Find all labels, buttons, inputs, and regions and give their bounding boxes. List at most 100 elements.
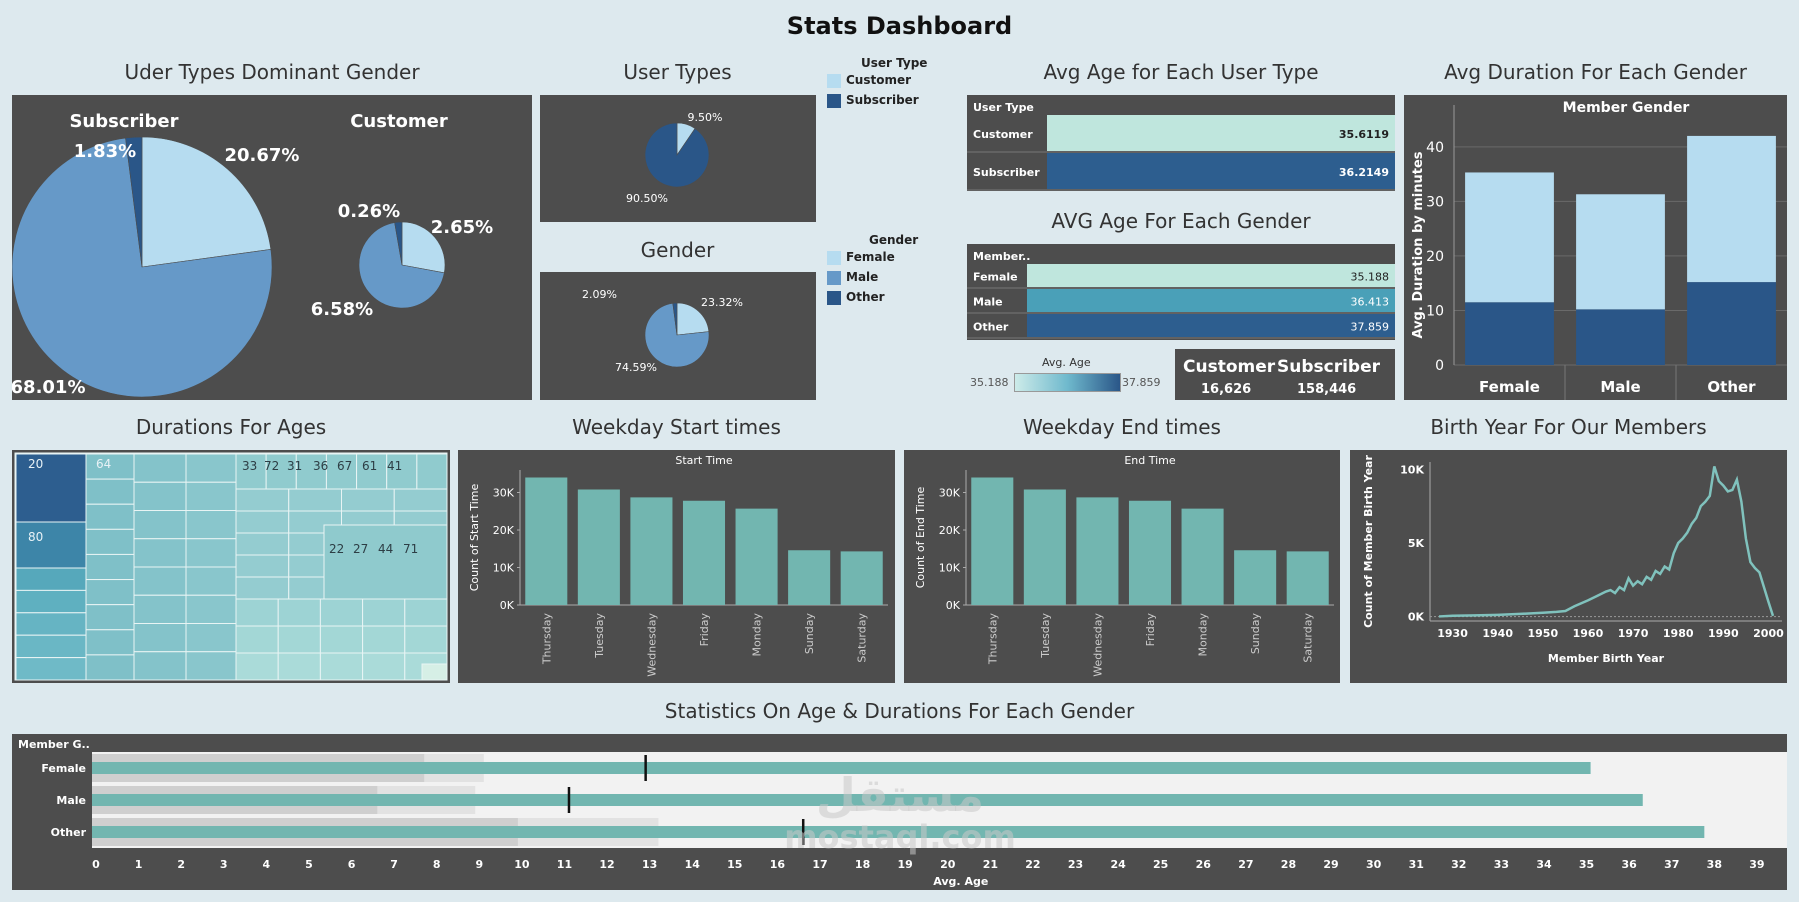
legend-female-label: Female — [846, 250, 895, 264]
duration-ytick-3: 30 — [1426, 194, 1444, 210]
stats-xtick-39: 39 — [1749, 858, 1764, 871]
avg-age-gender-value-2: 37.859 — [1351, 321, 1390, 334]
durations-ages-panel: 20 64 80 33 72 31 36 67 61 41 22 27 44 71 — [12, 450, 450, 683]
birth-xtick-1950: 1950 — [1528, 627, 1559, 640]
avg-age-user-type-category-1: Subscriber — [973, 166, 1040, 179]
treemap-label-64: 64 — [96, 457, 111, 471]
duration-chart-title: Member Gender — [1563, 100, 1690, 116]
customer-pie-slice-2 — [394, 221, 403, 266]
weekday-end-ytick-1: 10K — [939, 562, 961, 575]
avg-age-gender-category-0: Female — [973, 271, 1018, 284]
avg-age-gender-panel: Member.. Female 35.188 Male 36.413 Other 37.85… — [967, 244, 1395, 340]
stats-xtick-6: 6 — [348, 858, 356, 871]
treemap-col1-cell-2 — [15, 612, 87, 636]
stats-xtick-34: 34 — [1536, 858, 1552, 871]
avg-age-user-type-chart: User Type Customer 35.6119 Subscriber 36.214… — [967, 101, 1395, 191]
title-birth-year: Birth Year For Our Members — [1430, 415, 1707, 439]
birth-xtick-1980: 1980 — [1663, 627, 1694, 640]
stats-xtick-5: 5 — [305, 858, 313, 871]
weekday-end-xtick-friday: Friday — [1144, 613, 1157, 647]
subscriber-swatch — [827, 93, 841, 108]
duration-bar-subscriber-2 — [1687, 282, 1776, 365]
birth-xlabel: Member Birth Year — [1548, 652, 1665, 665]
treemap-label-41: 41 — [387, 459, 402, 473]
durations-ages-treemap: 20 64 80 33 72 31 36 67 61 41 22 27 44 71 — [14, 452, 448, 681]
stats-bar-male — [92, 794, 1643, 806]
weekday-start-xtick-sunday: Sunday — [803, 613, 816, 655]
stats-xtick-0: 0 — [92, 858, 100, 871]
treemap-col4-cell-4 — [185, 566, 237, 596]
stats-xtick-37: 37 — [1664, 858, 1679, 871]
weekday-end-ytick-2: 20K — [939, 524, 961, 537]
birth-ytick-2: 10K — [1400, 463, 1424, 476]
weekday-end-bar-monday — [1181, 508, 1224, 605]
customer-pie-slice-0 — [401, 221, 446, 274]
weekday-end-ytick-0: 0K — [946, 599, 961, 612]
title-durations-ages: Durations For Ages — [135, 415, 327, 439]
dominant-gender-panel: Subscriber Customer 20.67% 68.01% 1.83% 2.65%… — [11, 95, 532, 400]
treemap-mid-cell-0-3 — [393, 488, 448, 512]
birth-year-chart: 0K 5K 10K 1930 1940 1950 1960 1970 1980 1990 2000 M… — [1362, 455, 1784, 665]
weekday-start-xtick-friday: Friday — [698, 613, 711, 647]
gender-chart: 23.32% 74.59% 2.09% — [582, 288, 743, 374]
treemap-low-cell-2-0 — [235, 652, 279, 681]
avg-age-user-type-panel: User Type Customer 35.6119 Subscriber 36.214… — [967, 95, 1395, 191]
birth-year-line — [1438, 466, 1775, 618]
title-avg-age-user-type: Avg Age for Each User Type — [1043, 60, 1319, 84]
stats-xtick-22: 22 — [1025, 858, 1040, 871]
customer-pie-label-0: 2.65% — [431, 217, 493, 238]
treemap-mid-cell-0-2 — [341, 488, 395, 512]
treemap-col2-cell-5 — [85, 579, 135, 606]
treemap-label-36: 36 — [313, 459, 328, 473]
avg-age-legend-min: 35.188 — [970, 376, 1009, 389]
weekday-end-chart: End Time 0K 10K 20K 30K Count of End Time Thur… — [914, 454, 1334, 677]
weekday-end-xtick-thursday: Thursday — [986, 613, 999, 666]
stats-category-male: Male — [56, 794, 86, 807]
duration-ytick-4: 40 — [1426, 140, 1444, 156]
treemap-top-cell-6 — [416, 453, 448, 490]
gender-pie-label-1: 74.59% — [615, 361, 657, 374]
stats-xtick-7: 7 — [390, 858, 398, 871]
duration-bar-customer-2 — [1687, 135, 1776, 283]
stats-xtick-1: 1 — [135, 858, 143, 871]
treemap-label-80: 80 — [28, 530, 43, 544]
title-dominant-gender: Uder Types Dominant Gender — [124, 60, 420, 84]
user-types-pie-label-0: 9.50% — [688, 111, 723, 124]
avg-age-gender-value-1: 36.413 — [1351, 296, 1390, 309]
treemap-col3-cell-6 — [133, 623, 187, 653]
treemap-cell-80 — [15, 521, 87, 569]
weekday-start-bar-wednesday — [630, 497, 673, 605]
avg-age-legend-max: 37.859 — [1122, 376, 1161, 389]
subscriber-pie-label-2: 1.83% — [74, 141, 136, 162]
treemap-col4-cell-5 — [185, 594, 237, 624]
kpi-customer-value: 16,626 — [1201, 382, 1252, 397]
gender-pie-label-0: 23.32% — [701, 296, 743, 309]
stats-xlabel: Avg. Age — [933, 875, 988, 888]
user-types-pie-slice-1 — [644, 122, 710, 188]
stats-bar-other — [92, 826, 1705, 838]
subscriber-pie-title: Subscriber — [69, 111, 178, 132]
treemap-label-67: 67 — [337, 459, 352, 473]
stats-xtick-12: 12 — [599, 858, 614, 871]
customer-pie-label-1: 6.58% — [311, 299, 373, 320]
stats-xtick-38: 38 — [1707, 858, 1722, 871]
weekday-start-xtick-tuesday: Tuesday — [593, 613, 606, 659]
treemap-top-cell-0 — [235, 453, 267, 490]
treemap-col1-cell-0 — [15, 567, 87, 591]
weekday-end-bar-friday — [1128, 500, 1172, 605]
treemap-col2-cell-0 — [85, 453, 135, 480]
treemap-label-22: 22 — [329, 542, 344, 556]
stats-header: Member G.. — [18, 738, 90, 751]
treemap-mid-cell-4-0 — [235, 576, 290, 600]
treemap-label-33: 33 — [242, 459, 257, 473]
weekday-start-xtick-wednesday: Wednesday — [645, 613, 658, 677]
avg-age-gender-bar-2 — [1027, 314, 1395, 337]
treemap-col4-cell-1 — [185, 481, 237, 511]
weekday-start-bar-tuesday — [577, 489, 620, 605]
treemap-low-cell-0-1 — [277, 598, 321, 627]
weekday-end-bar-thursday — [971, 477, 1014, 605]
treemap-low-cell-0-2 — [319, 598, 364, 627]
treemap-col3-cell-2 — [133, 510, 187, 540]
stats-xtick-3: 3 — [220, 858, 228, 871]
weekday-start-bar-thursday — [525, 477, 568, 605]
